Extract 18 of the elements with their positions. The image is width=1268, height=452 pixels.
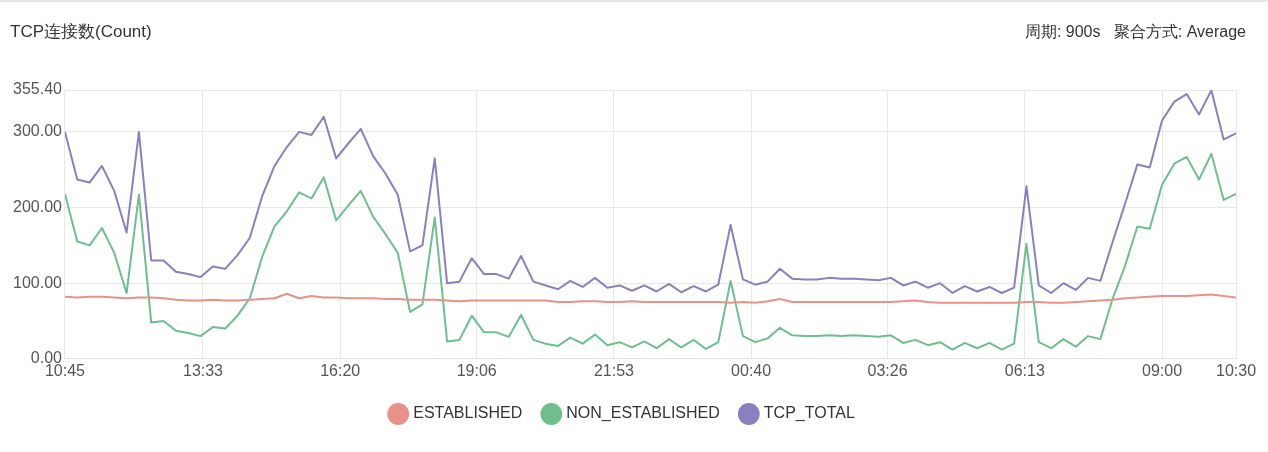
x-tick-label: 19:06 [456,361,497,379]
y-tick-label: 200.00 [13,197,63,215]
y-tick-label: 355.40 [13,80,63,98]
x-tick-label: 13:33 [182,361,224,379]
x-tick-label: 09:00 [1142,361,1183,379]
legend-label: TCP_TOTAL [763,404,855,423]
chart-title: TCP连接数(Count) [10,21,152,43]
x-tick-label: 21:53 [593,361,635,379]
x-tick-label: 03:26 [867,361,908,379]
x-tick-label: 00:40 [731,361,772,379]
y-tick-label: 300.00 [13,122,63,140]
legend-label: NON_ESTABLISHED [566,404,720,423]
x-tick-label: 10:30 [1215,361,1257,379]
x-tick-label: 06:13 [1004,361,1045,379]
legend-label: ESTABLISHED [413,404,523,422]
y-tick-label: 100.00 [13,273,63,291]
text: 周期: 900s 聚合方式: Average [1024,22,1246,42]
x-tick-label: 16:20 [320,361,361,379]
